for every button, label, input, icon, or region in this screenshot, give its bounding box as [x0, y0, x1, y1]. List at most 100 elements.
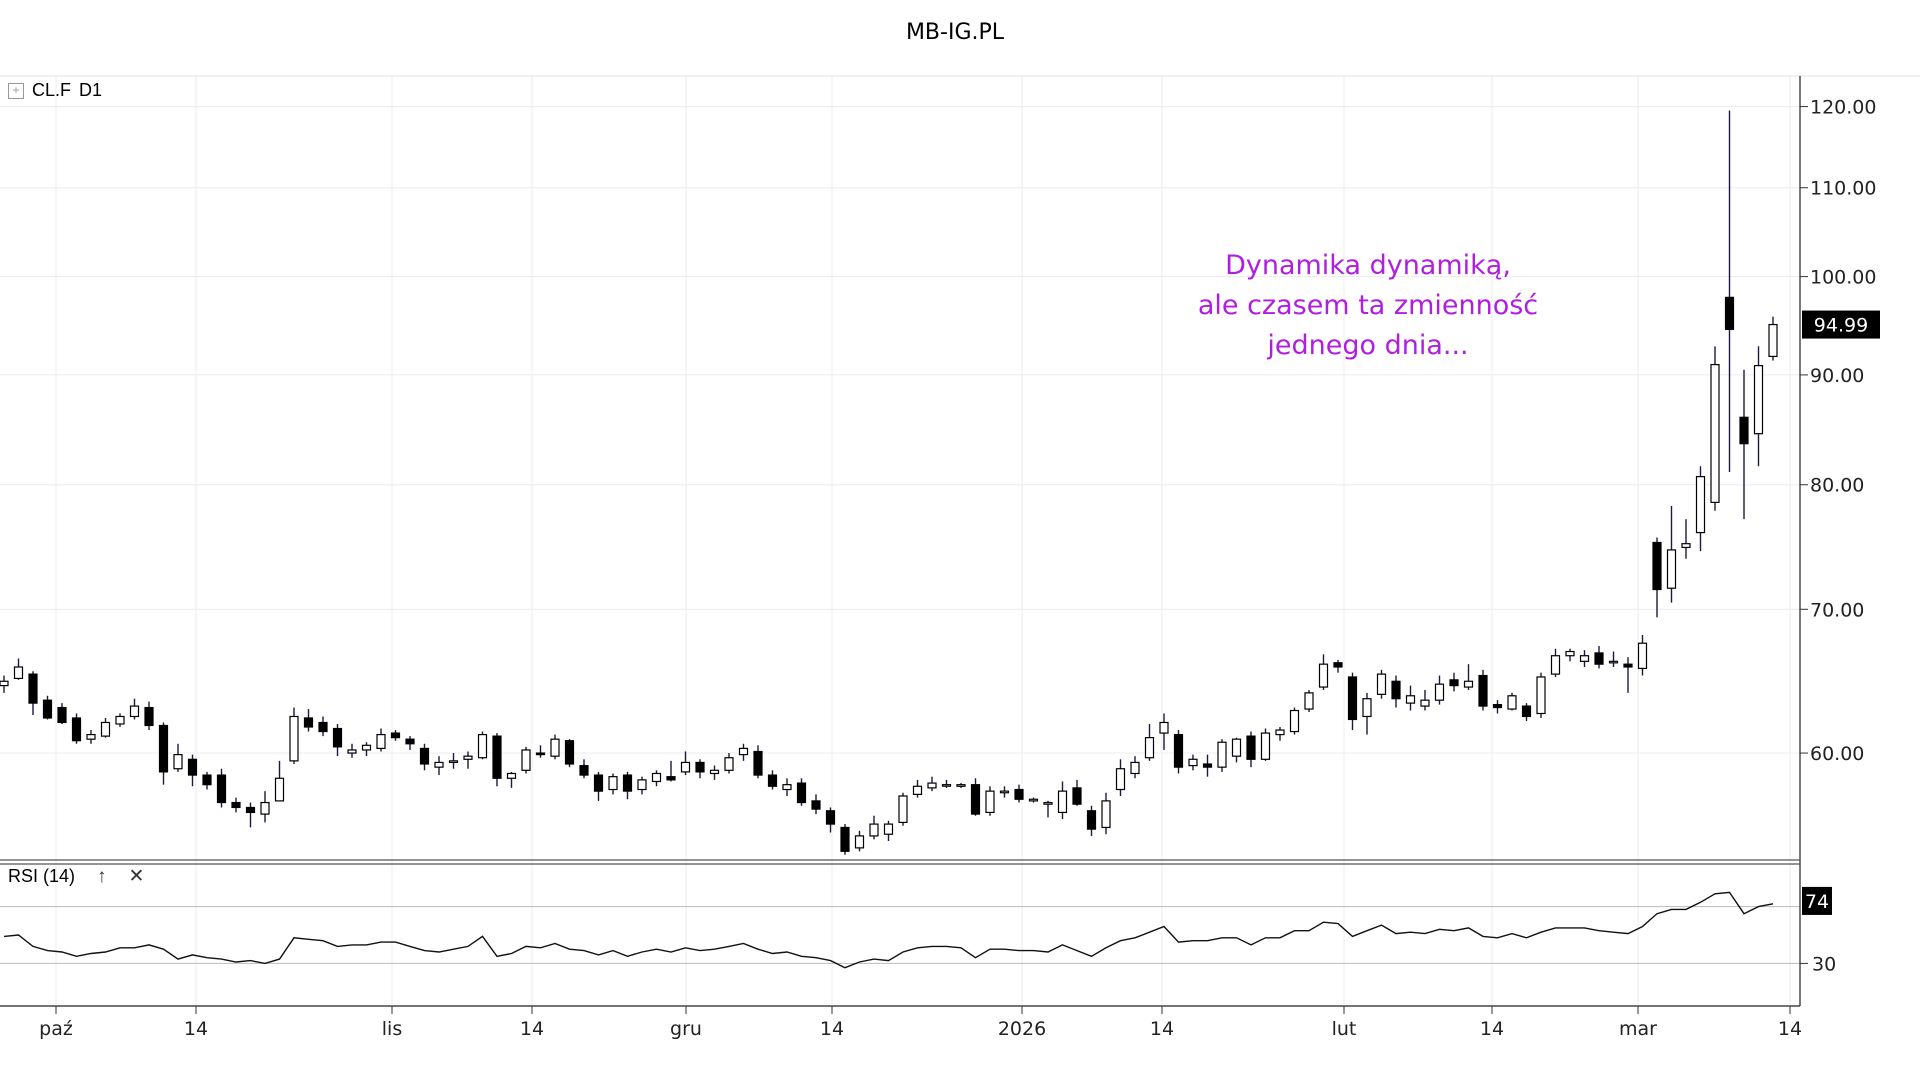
- candle-down: [1086, 810, 1097, 830]
- candle-up: [1507, 695, 1517, 710]
- candle-up: [1217, 741, 1227, 768]
- candle-up: [1550, 655, 1561, 675]
- candle-down: [42, 699, 53, 719]
- candle-down: [216, 774, 227, 804]
- rsi-pane-label: RSI (14) ↑ ✕: [8, 865, 144, 888]
- candle-down: [1478, 674, 1488, 707]
- candle-up: [448, 760, 459, 764]
- rsi-line: [3, 891, 1774, 969]
- candle-up: [1463, 680, 1474, 688]
- candle-down: [1449, 679, 1459, 687]
- candle-up: [941, 784, 952, 787]
- candle-up: [1101, 800, 1111, 829]
- candle-down: [970, 784, 981, 815]
- expand-icon[interactable]: +: [8, 82, 24, 99]
- candle-down: [666, 776, 676, 781]
- candle-down: [622, 774, 633, 792]
- arrow-up-icon[interactable]: ↑: [97, 865, 107, 887]
- candle-up: [347, 749, 357, 754]
- candle-down: [1652, 541, 1662, 591]
- candle-down: [753, 750, 763, 776]
- y-tick-label: 80.00: [1810, 475, 1864, 497]
- candle-up: [86, 733, 96, 740]
- candle-up: [1115, 768, 1126, 791]
- candle-down: [187, 758, 198, 776]
- candle-up: [1130, 761, 1140, 775]
- candle-down: [1202, 763, 1213, 768]
- candle-down: [564, 740, 575, 765]
- candle-up: [173, 754, 183, 770]
- candle-down: [840, 826, 850, 852]
- candle-down: [1724, 296, 1735, 330]
- candle-up: [637, 779, 647, 791]
- x-tick-label: 14: [1150, 1018, 1174, 1040]
- candle-up: [1028, 798, 1039, 802]
- candle-down: [332, 727, 343, 748]
- timeframe-label: D1: [79, 80, 103, 100]
- x-tick-label: lis: [382, 1018, 402, 1040]
- candle-down: [318, 721, 328, 733]
- candle-up: [1768, 323, 1778, 358]
- x-tick-label: 14: [1480, 1018, 1504, 1040]
- candle-up: [463, 755, 473, 760]
- x-tick-label: 2026: [998, 1018, 1046, 1040]
- candle-down: [811, 800, 821, 810]
- candle-up: [1260, 732, 1271, 760]
- candle-down: [695, 761, 705, 773]
- y-tick-label: 110.00: [1810, 178, 1876, 200]
- close-icon[interactable]: ✕: [128, 866, 145, 887]
- candle-down: [492, 735, 502, 779]
- candle-up: [1275, 729, 1285, 736]
- candle-down: [1173, 733, 1184, 768]
- candle-down: [405, 738, 415, 745]
- candle-up: [956, 784, 966, 787]
- candle-up: [782, 784, 792, 791]
- annotation-line: jednego dnia...: [1267, 330, 1469, 361]
- candle-up: [1318, 663, 1329, 688]
- candle-down: [202, 774, 212, 786]
- candle-down: [796, 782, 807, 804]
- candle-down: [303, 717, 314, 728]
- candle-up: [1289, 709, 1300, 733]
- annotation-line: ale czasem ta zmienność: [1197, 290, 1539, 321]
- y-tick-label: 120.00: [1810, 97, 1876, 119]
- candle-up: [1376, 673, 1387, 695]
- last-price-badge: [1802, 310, 1880, 339]
- grid-lines: [0, 76, 1800, 1006]
- x-tick-label: 14: [520, 1018, 544, 1040]
- candle-up: [912, 785, 923, 795]
- candle-up: [289, 715, 299, 762]
- chart-frame: [0, 75, 1920, 1007]
- rsi-series: [3, 891, 1774, 969]
- candle-up: [1159, 721, 1169, 734]
- candle-down: [1072, 787, 1082, 805]
- candle-down: [1594, 652, 1604, 665]
- candle-down: [57, 706, 67, 724]
- candle-up: [680, 761, 691, 773]
- x-tick-label: paź: [39, 1018, 73, 1040]
- candle-down: [1623, 663, 1633, 668]
- candle-up: [869, 823, 879, 837]
- candle-down: [1521, 705, 1532, 718]
- x-tick-label: 14: [820, 1018, 844, 1040]
- candlestick-series: [0, 110, 1778, 855]
- candle-down: [1739, 416, 1749, 445]
- candle-up: [709, 769, 720, 775]
- candle-up: [1043, 801, 1053, 805]
- y-tick-label: 70.00: [1810, 599, 1864, 621]
- chart-annotation: Dynamika dynamiką, ale czasem ta zmienno…: [1168, 246, 1568, 366]
- candle-down: [1347, 676, 1358, 721]
- candle-up: [260, 801, 270, 815]
- candle-up: [1304, 692, 1314, 710]
- candle-down: [579, 764, 589, 776]
- y-tick-label: 90.00: [1810, 365, 1864, 387]
- candle-up: [100, 721, 111, 737]
- candle-up: [506, 772, 517, 779]
- candle-down: [825, 810, 836, 825]
- candle-up: [115, 715, 125, 725]
- candle-up: [985, 790, 995, 814]
- x-tick-label: mar: [1619, 1018, 1657, 1040]
- rsi-value-label: 74: [1805, 891, 1829, 913]
- y-tick-label: 60.00: [1810, 743, 1864, 765]
